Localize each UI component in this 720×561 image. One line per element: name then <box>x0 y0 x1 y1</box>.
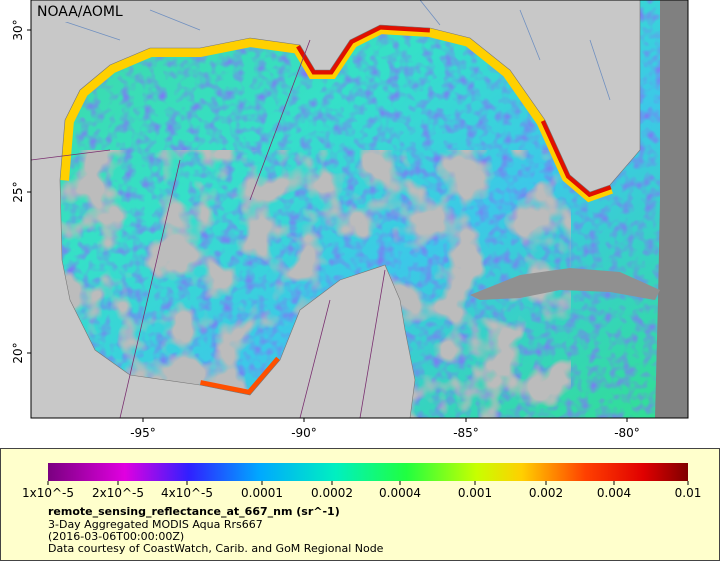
lat-label: 30° <box>11 19 25 40</box>
lat-label: 25° <box>11 181 25 202</box>
colorbar-label: 0.01 <box>675 486 702 500</box>
colorbar <box>48 463 688 481</box>
lon-axis: -95° -90° -85° -80° <box>130 418 640 440</box>
colorbar-label: 0.0002 <box>311 486 353 500</box>
colorbar-label: 0.004 <box>597 486 631 500</box>
colorbar-labels: 1x10^-5 2x10^-5 4x10^-5 0.0001 0.0002 0.0004 0… <box>22 481 701 500</box>
colorbar-label: 0.001 <box>458 486 492 500</box>
colorbar-label: 0.0001 <box>241 486 283 500</box>
time: (2016-03-06T00:00:00Z) <box>48 530 184 543</box>
colorbar-label: 4x10^-5 <box>161 486 213 500</box>
no-data <box>655 0 688 418</box>
lon-label: -95° <box>130 426 156 440</box>
description: 3-Day Aggregated MODIS Aqua Rrs667 <box>48 518 263 531</box>
title-bg <box>31 0 139 22</box>
colorbar-label: 2x10^-5 <box>92 486 144 500</box>
map-area: NOAA/AOML <box>31 0 688 418</box>
lat-axis: 30° 25° 20° <box>11 19 31 364</box>
river <box>59 0 611 101</box>
land <box>31 0 641 418</box>
cuba <box>470 268 660 300</box>
lon-label: -90° <box>291 426 317 440</box>
map-title: NOAA/AOML <box>37 4 123 20</box>
colorbar-label: 1x10^-5 <box>22 486 74 500</box>
map-frame <box>30 0 689 419</box>
border <box>31 39 386 418</box>
colorbar-label: 0.002 <box>529 486 563 500</box>
credit: Data courtesy of CoastWatch, Carib. and … <box>48 542 384 555</box>
lon-label: -80° <box>614 426 640 440</box>
lat-label: 20° <box>11 342 25 363</box>
lon-label: -85° <box>453 426 479 440</box>
variable: remote_sensing_reflectance_at_667_nm (sr… <box>48 505 340 518</box>
colorbar-label: 0.0004 <box>379 486 421 500</box>
